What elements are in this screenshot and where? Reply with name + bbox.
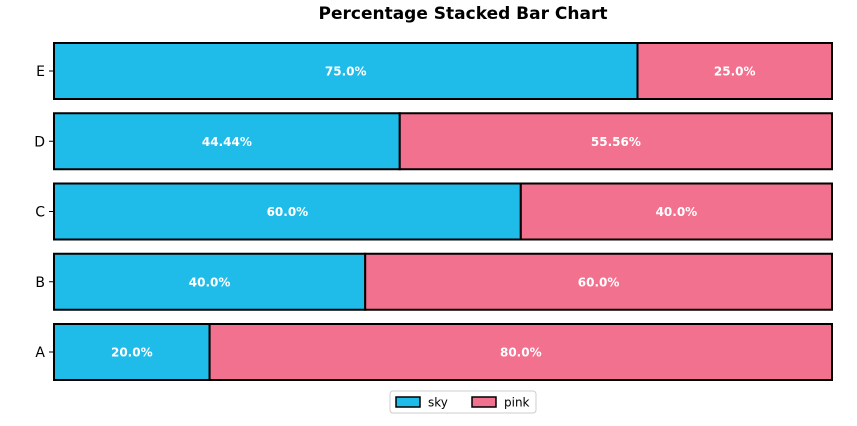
bar-pink-d <box>398 112 833 171</box>
data-label-pink-d: 55.56% <box>591 135 641 149</box>
bar-sky-b <box>53 252 367 311</box>
data-label-sky-c: 60.0% <box>267 205 309 219</box>
bar-pink-a <box>208 323 834 381</box>
legend-swatch-sky <box>395 396 421 408</box>
legend-label-sky: sky <box>428 396 448 410</box>
bar-pink-b <box>364 252 833 311</box>
data-label-sky-b: 40.0% <box>189 275 231 289</box>
data-label-pink-b: 60.0% <box>578 275 620 289</box>
y-tick-label-e: E <box>36 64 45 80</box>
chart-title: Percentage Stacked Bar Chart <box>319 4 608 24</box>
data-label-sky-e: 75.0% <box>325 65 367 79</box>
bar-sky-c <box>53 182 522 241</box>
y-axis: A B C D E <box>34 64 54 361</box>
bar-pink-c <box>519 182 833 241</box>
bar-sky-d <box>53 112 401 171</box>
bar-pink-e <box>636 42 833 100</box>
data-label-pink-e: 25.0% <box>714 65 756 79</box>
legend-label-pink: pink <box>504 396 530 410</box>
legend-frame <box>389 390 537 414</box>
legend: sky pink <box>389 390 537 414</box>
data-label-sky-a: 20.0% <box>111 346 153 360</box>
y-tick-label-a: A <box>35 345 45 361</box>
y-tick-label-d: D <box>34 134 45 150</box>
y-tick-label-c: C <box>35 205 45 221</box>
data-label-sky-d: 44.44% <box>202 135 252 149</box>
data-label-pink-a: 80.0% <box>500 346 542 360</box>
bars-group: 20.0% 80.0% 40.0% 60.0% 60.0% 40.0% 44.44% 55.5… <box>53 42 834 381</box>
data-label-pink-c: 40.0% <box>656 205 698 219</box>
legend-swatch-pink <box>471 396 497 408</box>
y-tick-label-b: B <box>35 275 45 291</box>
